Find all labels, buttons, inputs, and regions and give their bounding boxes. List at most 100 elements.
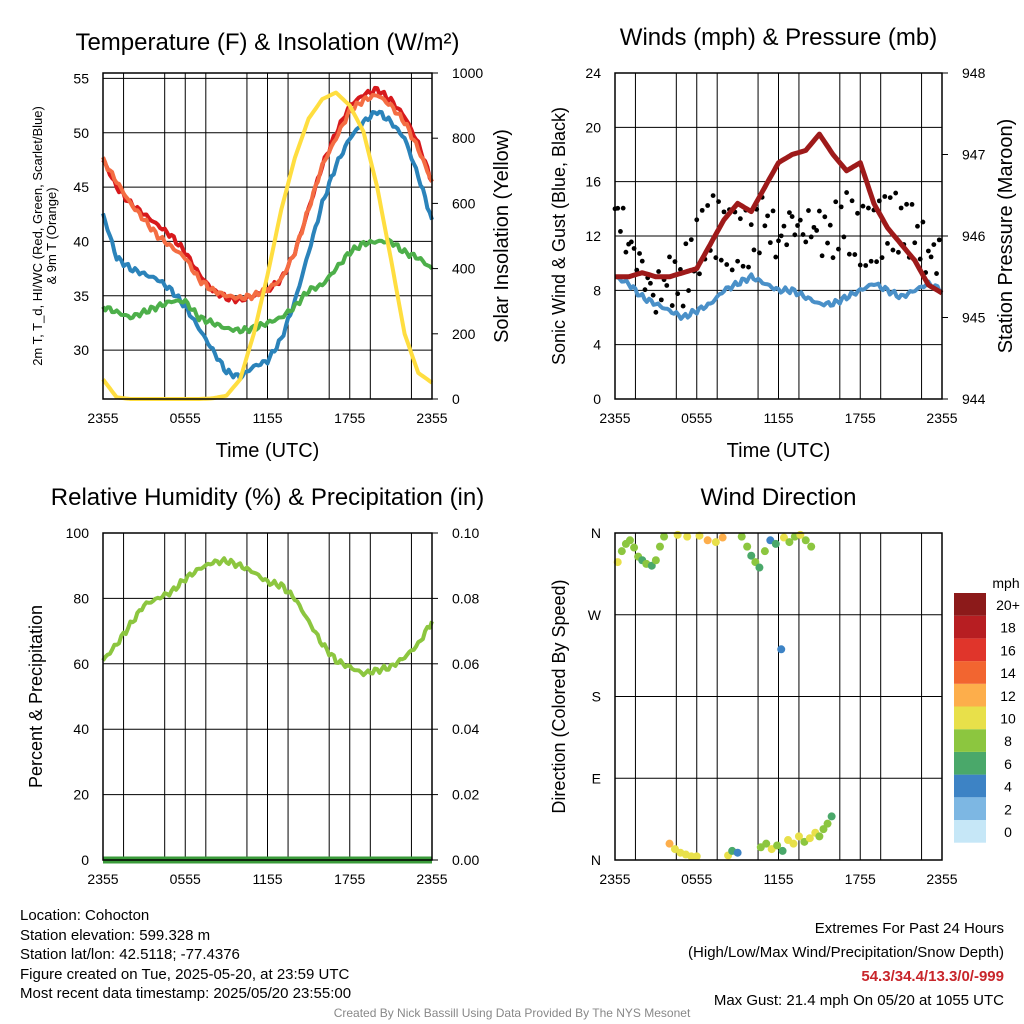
gust-point — [787, 210, 792, 215]
y-axis-label: Percent & Precipitation — [26, 605, 46, 788]
direction-point — [801, 536, 810, 545]
extremes-values: 54.3/34.4/13.3/0/-999 — [861, 968, 1004, 985]
gust-point — [893, 190, 899, 196]
series-line — [101, 556, 434, 678]
gust-point — [618, 229, 623, 234]
direction-point — [815, 832, 824, 841]
x-tick-label: 1155 — [252, 410, 282, 426]
gust-point — [776, 238, 781, 244]
x-tick-label: 0555 — [170, 410, 201, 426]
chart-panel-1: Temperature (F) & Insolation (W/m²) 2355 0… — [30, 29, 513, 462]
direction-point — [777, 645, 786, 654]
y-axis-label: 2m T, T_d, HI/WC (Red, Green, Scarlet/Bl… — [30, 106, 45, 366]
x-tick-label: 1755 — [334, 871, 365, 887]
gust-point — [762, 223, 768, 229]
gust-point — [724, 262, 730, 267]
direction-point — [673, 530, 682, 539]
colorbar-swatch — [954, 638, 986, 662]
x-tick-label: 2355 — [416, 410, 447, 426]
chart-panel-3: Relative Humidity (%) & Precipitation (i… — [26, 484, 484, 887]
plot-border — [102, 72, 433, 400]
series-line — [101, 109, 434, 381]
gust-point — [868, 258, 874, 264]
gust-point — [639, 258, 645, 264]
y-tick-label: 4 — [593, 337, 601, 353]
chart-title: Relative Humidity (%) & Precipitation (i… — [51, 484, 484, 511]
gust-point — [631, 246, 637, 251]
y2-tick-label: 944 — [962, 391, 986, 407]
gust-point — [781, 223, 787, 229]
gust-point — [917, 256, 923, 262]
y-tick-label: 20 — [73, 787, 89, 803]
gust-point — [737, 216, 743, 222]
gust-point — [697, 271, 702, 277]
colorbar-title: mph — [992, 575, 1019, 591]
colorbar-label: 6 — [1004, 756, 1012, 772]
colorbar-label: 8 — [1004, 733, 1012, 749]
y2-tick-label: 400 — [452, 261, 476, 277]
gust-point — [694, 217, 700, 223]
gust-point — [934, 271, 939, 276]
direction-point — [785, 538, 794, 547]
latlon-text: Station lat/lon: 42.5118; -77.4376 — [20, 946, 240, 963]
location-text: Location: Cohocton — [20, 907, 150, 924]
x-tick-label: 0555 — [681, 410, 712, 426]
gust-point — [669, 303, 675, 308]
gust-point — [672, 259, 678, 265]
direction-point — [794, 832, 803, 841]
colorbar-label: 2 — [1004, 801, 1012, 817]
x-tick-label: 2355 — [87, 871, 118, 887]
gust-point — [773, 254, 779, 260]
direction-point — [711, 538, 720, 547]
series-line — [101, 93, 434, 302]
gust-point — [915, 223, 920, 229]
gust-point — [838, 204, 844, 210]
y2-tick-label: 600 — [452, 195, 476, 211]
direction-point — [771, 539, 780, 548]
gust-point — [866, 205, 871, 211]
gust-point — [729, 267, 735, 273]
y-tick-label: 45 — [73, 179, 89, 195]
y2-tick-label: 945 — [962, 310, 986, 326]
y-tick-label: 80 — [73, 590, 89, 606]
credit-text: Created By Nick Bassill Using Data Provi… — [333, 1006, 691, 1020]
gust-point — [716, 199, 721, 205]
colorbar-swatch — [954, 593, 986, 616]
gust-point — [822, 214, 828, 220]
direction-point — [747, 551, 756, 560]
y-tick-label: 35 — [73, 288, 89, 304]
gust-point — [740, 263, 746, 269]
gust-point — [825, 240, 830, 246]
y-tick-label: E — [592, 770, 601, 786]
y-tick-label: 12 — [585, 228, 601, 244]
x-tick-label: 0555 — [681, 871, 712, 887]
y-tick-label: 30 — [73, 342, 89, 358]
gust-point — [705, 203, 711, 208]
colorbar-label: 4 — [1004, 779, 1012, 795]
x-tick-label: 2355 — [87, 410, 118, 426]
x-tick-label: 1155 — [252, 871, 282, 887]
gust-point — [855, 210, 860, 216]
direction-point — [617, 547, 626, 556]
gust-point — [634, 267, 640, 273]
gust-point — [648, 280, 653, 286]
gust-point — [789, 214, 795, 219]
series-line — [101, 237, 434, 335]
direction-point — [823, 819, 832, 828]
y2-tick-label: 200 — [452, 326, 476, 342]
x-tick-label: 2355 — [926, 871, 957, 887]
gust-point — [784, 242, 790, 248]
colorbar-swatch — [954, 774, 986, 798]
gust-point — [863, 263, 869, 268]
plot-border — [102, 532, 433, 861]
x-tick-label: 2355 — [599, 410, 630, 426]
y-tick-label: 60 — [73, 656, 89, 672]
colorbar-swatch — [954, 820, 986, 843]
y-tick-label: 16 — [585, 174, 601, 190]
y-tick-label: 55 — [73, 70, 89, 86]
extremes-description: (High/Low/Max Wind/Precipitation/Snow De… — [688, 944, 1004, 961]
gust-point — [887, 195, 893, 200]
colorbar-label: 12 — [1000, 688, 1016, 704]
y-tick-label: 40 — [73, 721, 89, 737]
